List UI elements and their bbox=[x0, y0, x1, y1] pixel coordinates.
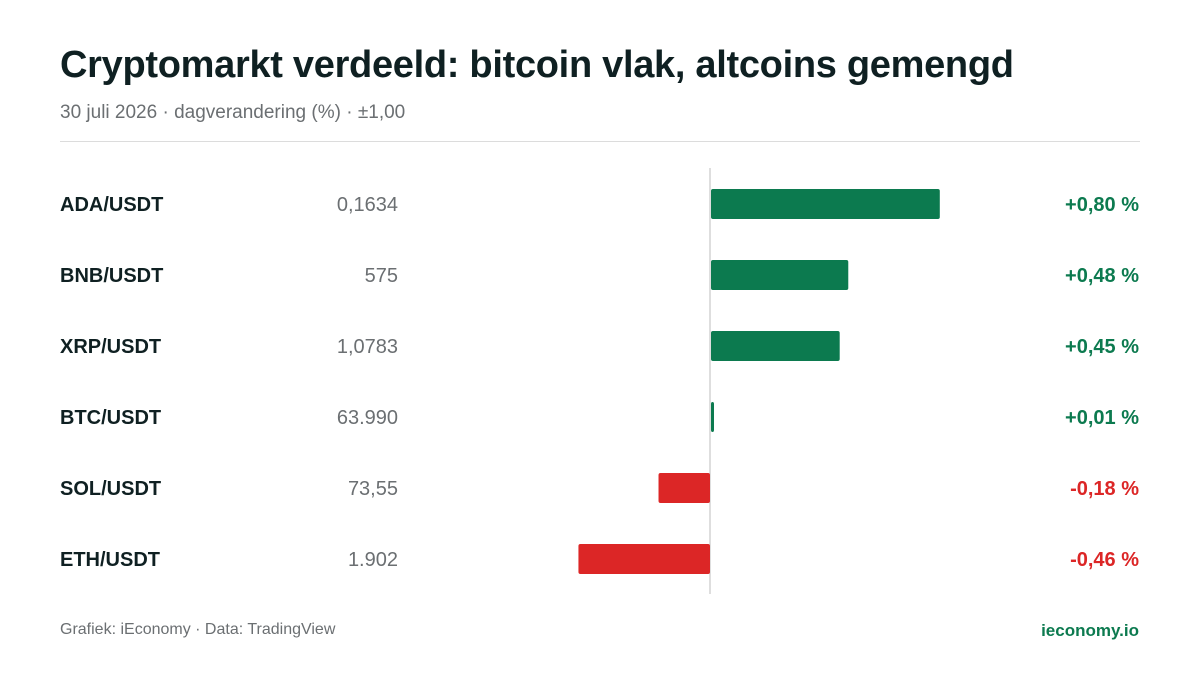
change-label: +0,01 % bbox=[1065, 407, 1139, 429]
price-value: 575 bbox=[365, 265, 398, 287]
pair-label: XRP/USDT bbox=[60, 336, 161, 358]
pair-label: BNB/USDT bbox=[60, 265, 163, 287]
change-bar bbox=[711, 331, 840, 361]
source-credit: Grafiek: iEconomy · Data: TradingView bbox=[60, 621, 336, 638]
chart-title: Cryptomarkt verdeeld: bitcoin vlak, altc… bbox=[60, 44, 1014, 86]
price-value: 1.902 bbox=[348, 549, 398, 571]
chart-subtitle: 30 juli 2026 · dagverandering (%) · ±1,0… bbox=[60, 102, 406, 123]
change-label: +0,48 % bbox=[1065, 265, 1139, 287]
pair-label: BTC/USDT bbox=[60, 407, 161, 429]
change-label: -0,46 % bbox=[1070, 549, 1139, 571]
price-value: 73,55 bbox=[348, 478, 398, 500]
change-bar bbox=[658, 473, 710, 503]
site-link[interactable]: ieconomy.io bbox=[1041, 621, 1139, 640]
price-value: 1,0783 bbox=[337, 336, 398, 358]
change-bar bbox=[578, 544, 710, 574]
change-label: +0,80 % bbox=[1065, 194, 1139, 216]
price-value: 63.990 bbox=[337, 407, 398, 429]
pair-label: ADA/USDT bbox=[60, 194, 163, 216]
change-label: -0,18 % bbox=[1070, 478, 1139, 500]
pair-label: SOL/USDT bbox=[60, 478, 161, 500]
change-label: +0,45 % bbox=[1065, 336, 1139, 358]
change-bar bbox=[711, 402, 714, 432]
header-divider bbox=[60, 141, 1140, 142]
change-bar bbox=[711, 260, 849, 290]
change-bar bbox=[711, 189, 940, 219]
price-value: 0,1634 bbox=[337, 194, 398, 216]
pair-label: ETH/USDT bbox=[60, 549, 160, 571]
